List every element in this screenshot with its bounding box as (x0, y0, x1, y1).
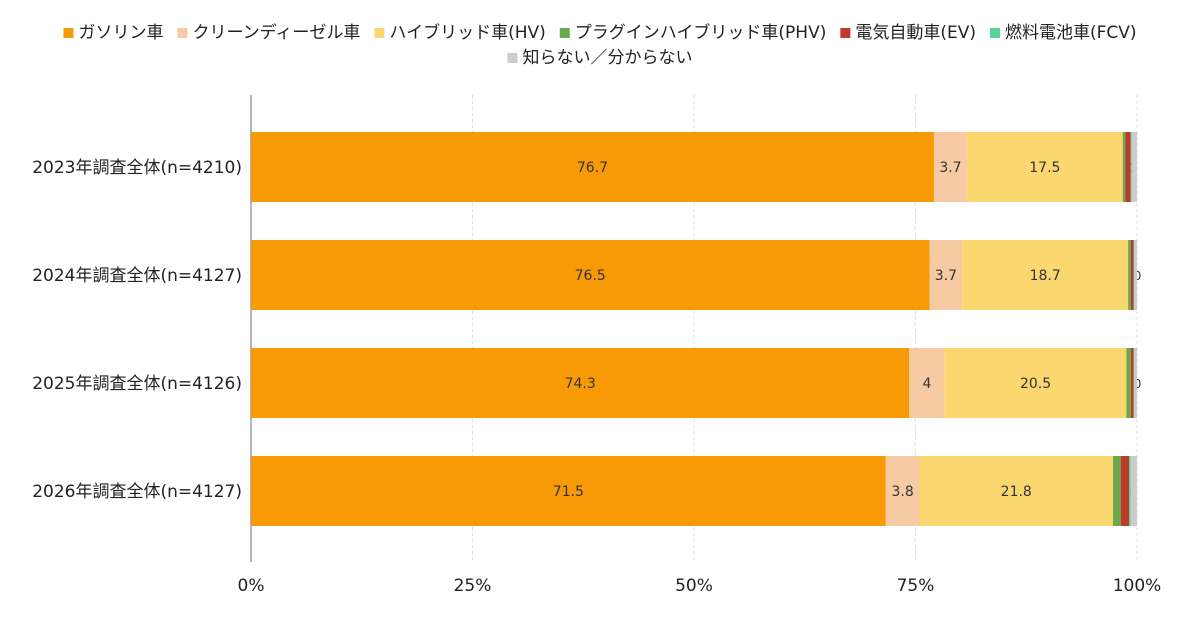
bar-segment (1130, 240, 1134, 310)
bar-segment (1128, 240, 1131, 310)
bar-segment (944, 348, 1127, 418)
bar-segment (933, 132, 967, 202)
x-tick-label: 50% (675, 576, 713, 596)
x-tick-label: 0% (238, 576, 265, 596)
bar-segment (1131, 132, 1137, 202)
legend-swatch (177, 28, 188, 38)
bar-segment (1122, 132, 1126, 202)
legend: ガソリン車 クリーンディーゼル車 ハイブリッド車(HV) プラグインハイブリッド車(P… (63, 22, 1137, 68)
legend-item: 燃料電池車(FCV) (990, 23, 1137, 43)
bar-segment (1134, 240, 1137, 310)
bar-segment (929, 240, 963, 310)
data-label: 3.7 (935, 268, 957, 284)
bar-segment (885, 456, 920, 526)
bar-segment (1133, 240, 1135, 310)
bar-segment (1133, 348, 1135, 418)
legend-item: 電気自動車(EV) (840, 23, 976, 43)
bar-segment (1113, 456, 1122, 526)
legend-swatch (559, 28, 570, 38)
bar-segment (909, 348, 945, 418)
data-label: 74.3 (565, 376, 596, 392)
x-tick-label: 100% (1113, 576, 1162, 596)
bar-segment (251, 348, 910, 418)
data-label: 71.5 (553, 484, 584, 500)
legend-item: プラグインハイブリッド車(PHV) (559, 22, 827, 43)
bar-segment (919, 456, 1114, 526)
data-label: 18.7 (1030, 268, 1061, 284)
data-label: 21.8 (1001, 484, 1032, 500)
bar-segment (966, 132, 1123, 202)
legend-item: ガソリン車 (63, 23, 163, 43)
data-label: 76.5 (575, 268, 606, 284)
bar-segment (251, 240, 930, 310)
data-label: 0 (1134, 269, 1142, 283)
data-label: 0 (1134, 377, 1142, 391)
data-label: 3.7 (939, 160, 961, 176)
bar-segment (1134, 348, 1137, 418)
data-label: 20.5 (1020, 376, 1051, 392)
bar-segment (1126, 348, 1131, 418)
legend-label: ガソリン車 (78, 23, 163, 43)
category-label: 2025年調査全体(n=4126) (32, 374, 242, 394)
bars: 76.73.717.5076.53.718.7074.3420.5071.53.… (251, 132, 1141, 526)
bar-segment (962, 240, 1129, 310)
legend-label: 燃料電池車(FCV) (1005, 23, 1137, 43)
legend-swatch (507, 53, 518, 63)
legend-label: クリーンディーゼル車 (192, 22, 360, 43)
legend-label: 知らない／分からない (523, 48, 693, 68)
legend-swatch (374, 28, 385, 38)
category-label: 2024年調査全体(n=4127) (32, 266, 242, 286)
bar-segment (1130, 456, 1137, 526)
bar-segment (251, 132, 934, 202)
data-label: 17.5 (1029, 160, 1060, 176)
bar-segment (1129, 456, 1131, 526)
legend-item: 知らない／分からない (507, 48, 693, 68)
x-tick-label: 25% (454, 576, 492, 596)
bar-segment (1121, 456, 1130, 526)
category-label: 2023年調査全体(n=4210) (32, 158, 242, 178)
legend-swatch (840, 28, 851, 38)
legend-swatch (990, 28, 1000, 38)
category-label: 2026年調査全体(n=4127) (32, 482, 242, 502)
category-labels: 2023年調査全体(n=4210) 2024年調査全体(n=4127) 2025年調… (32, 158, 242, 502)
bar-segment (251, 456, 886, 526)
x-tick-labels: 0% 25% 50% 75% 100% (238, 576, 1162, 596)
legend-swatch (63, 28, 74, 38)
legend-item: ハイブリッド車(HV) (374, 22, 546, 43)
legend-label: 電気自動車(EV) (855, 23, 976, 43)
bar-segment (1130, 132, 1132, 202)
x-tick-label: 75% (897, 576, 935, 596)
legend-label: プラグインハイブリッド車(PHV) (575, 22, 827, 43)
data-label: 4 (923, 376, 932, 392)
legend-label: ハイブリッド車(HV) (389, 22, 545, 43)
bar-segment (1125, 132, 1131, 202)
bar-segment (1130, 348, 1134, 418)
legend-item: クリーンディーゼル車 (177, 22, 360, 43)
data-label: 3.8 (891, 484, 913, 500)
data-label: 76.7 (577, 160, 608, 176)
